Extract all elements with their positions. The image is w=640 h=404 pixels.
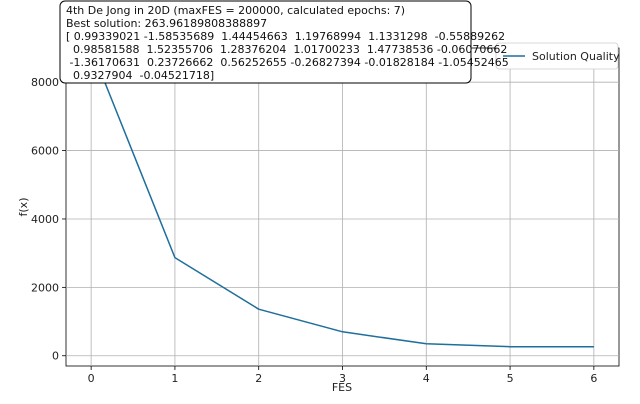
y-tick-label: 2000 bbox=[31, 281, 59, 294]
x-tick-label: 6 bbox=[590, 372, 597, 385]
y-tick-label: 0 bbox=[52, 350, 59, 363]
y-axis-label: f(x) bbox=[17, 198, 30, 217]
x-axis-label: FES bbox=[332, 381, 352, 394]
legend: Solution Quality bbox=[496, 43, 620, 69]
annotation-line-2: Best solution: 263.96189808388897 bbox=[66, 17, 267, 30]
y-tick-label: 8000 bbox=[31, 76, 59, 89]
annotation-line-6: 0.9327904 -0.04521718] bbox=[66, 69, 214, 82]
legend-entry-solution-quality: Solution Quality bbox=[532, 50, 620, 63]
info-annotation: 4th De Jong in 20D (maxFES = 200000, cal… bbox=[60, 1, 509, 83]
x-tick-label: 0 bbox=[88, 372, 95, 385]
x-tick-label: 4 bbox=[423, 372, 430, 385]
x-tick-label: 2 bbox=[255, 372, 262, 385]
annotation-line-4: 0.98581588 1.52355706 1.28376204 1.01700… bbox=[66, 43, 507, 56]
x-tick-label: 5 bbox=[507, 372, 514, 385]
annotation-line-1: 4th De Jong in 20D (maxFES = 200000, cal… bbox=[66, 4, 405, 17]
annotation-line-5: -1.36170631 0.23726662 0.56252655 -0.268… bbox=[66, 56, 509, 69]
x-tick-label: 1 bbox=[171, 372, 178, 385]
y-tick-label: 4000 bbox=[31, 213, 59, 226]
annotation-line-3: [ 0.99339021 -1.58535689 1.44454663 1.19… bbox=[66, 30, 505, 43]
y-tick-label: 6000 bbox=[31, 145, 59, 158]
